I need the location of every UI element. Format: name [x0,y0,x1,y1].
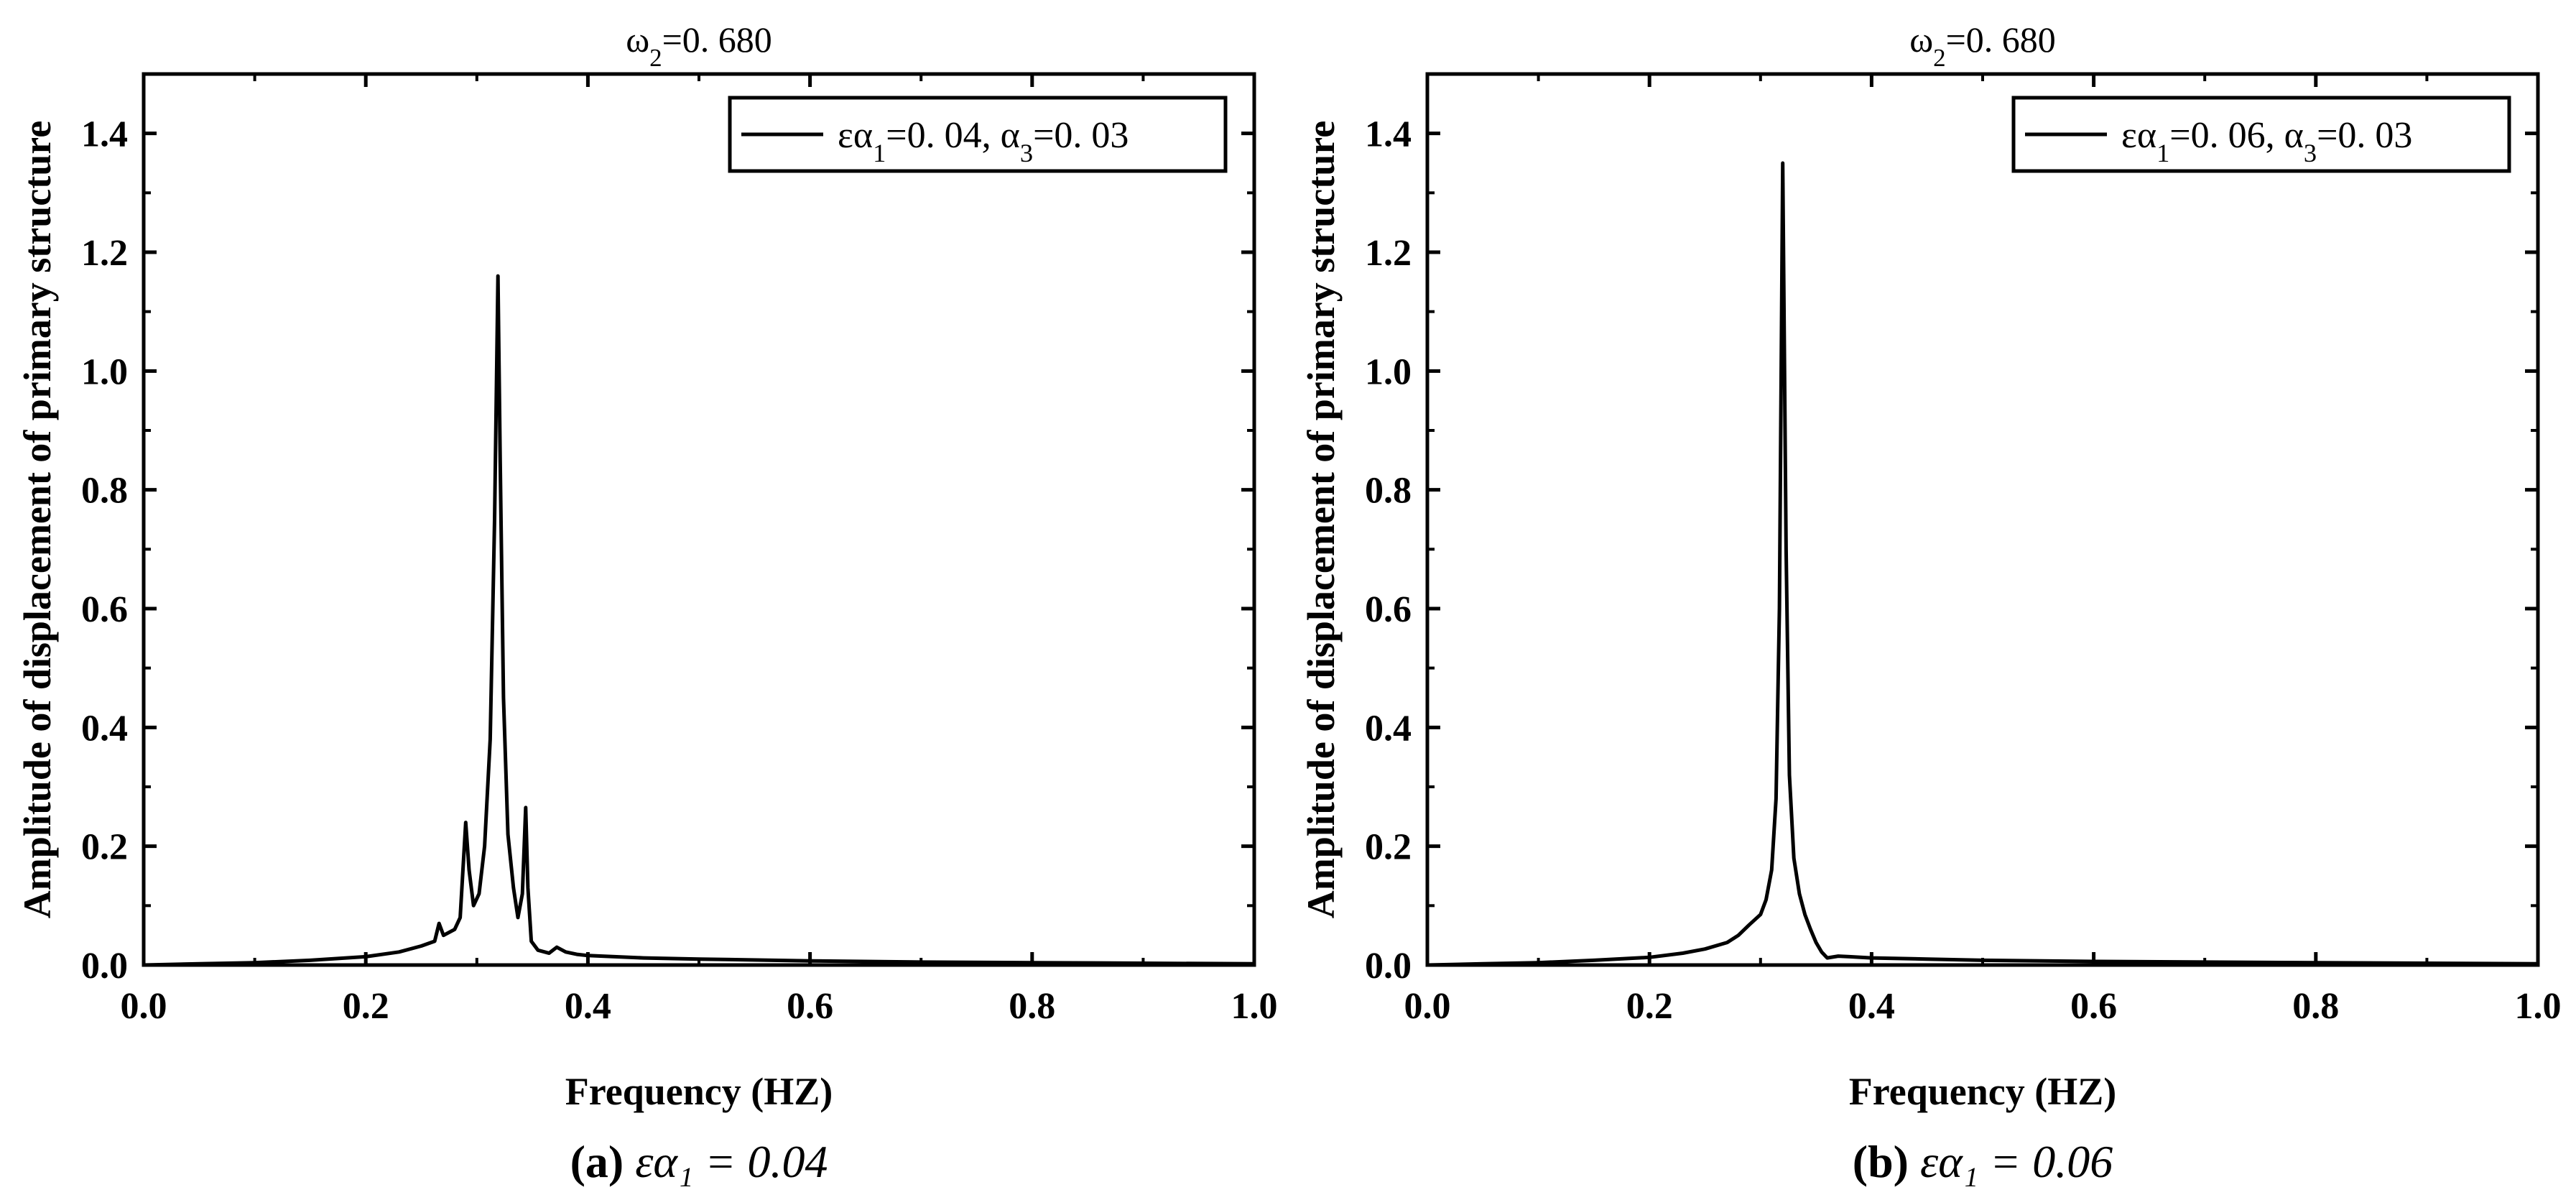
panel-caption: (b) εα₁ = 0.06 [1853,1136,2113,1187]
x-axis-label: Frequency (HZ) [1849,1070,2116,1113]
legend-label: εα1=0. 06, α3=0. 03 [2121,115,2412,167]
y-tick-label: 0.8 [1365,471,1412,512]
caption-letter: (b) [1853,1136,1909,1187]
x-tick-label: 1.0 [2515,986,2562,1027]
x-tick-label: 0.4 [1848,986,1895,1027]
chart-panel-b: ω2=0. 680 0.0 0.2 0.4 0.6 0.8 1.0 0.0 0.2 0.4 0.6 0… [1299,19,2562,1187]
caption-letter: (a) [570,1136,624,1187]
x-tick-label: 0.8 [1009,986,1055,1027]
caption-text: εα₁ = 0.04 [635,1136,828,1187]
x-tick-label: 0.0 [1404,986,1451,1027]
y-tick-label: 0.2 [81,827,128,868]
y-tick-label: 1.2 [81,233,128,274]
y-tick-label: 0.6 [81,589,128,630]
y-tick-label: 0.0 [1365,946,1412,987]
series-line [143,274,1255,967]
y-tick-label: 0.4 [81,708,128,749]
y-tick-label: 1.0 [81,351,128,392]
x-tick-label: 0.2 [1626,986,1673,1027]
chart-title: ω2=0. 680 [626,19,772,72]
panel-caption: (a) εα₁ = 0.04 [570,1136,828,1187]
y-tick-label: 1.0 [1365,351,1412,392]
x-tick-label: 0.6 [787,986,833,1027]
y-axis-label: Amplitude of displacement of primary str… [1299,121,1343,918]
chart-title: ω2=0. 680 [1909,19,2056,72]
x-axis-label: Frequency (HZ) [565,1070,833,1113]
legend-label: εα1=0. 04, α3=0. 03 [838,115,1129,167]
y-axis-label: Amplitude of displacement of primary str… [16,121,59,918]
chart-panel-a: ω2=0. 680 0.0 0.2 0.4 0.6 0.8 1.0 0.0 0.2 0.4 0.6 0… [16,19,1278,1187]
x-tick-label: 0.8 [2292,986,2339,1027]
x-tick-label: 0.0 [121,986,167,1027]
y-tick-label: 0.4 [1365,708,1412,749]
y-tick-label: 0.8 [81,471,128,512]
x-tick-label: 1.0 [1231,986,1278,1027]
y-tick-label: 0.0 [81,946,128,987]
y-tick-label: 0.6 [1365,589,1412,630]
caption-text: εα₁ = 0.06 [1920,1136,2113,1187]
y-tick-label: 0.2 [1365,827,1412,868]
y-tick-label: 1.4 [1365,114,1412,155]
series-line [1427,161,2539,967]
y-tick-label: 1.4 [81,114,128,155]
x-tick-label: 0.4 [565,986,611,1027]
y-tick-label: 1.2 [1365,233,1412,274]
x-tick-label: 0.2 [343,986,389,1027]
x-tick-label: 0.6 [2070,986,2117,1027]
